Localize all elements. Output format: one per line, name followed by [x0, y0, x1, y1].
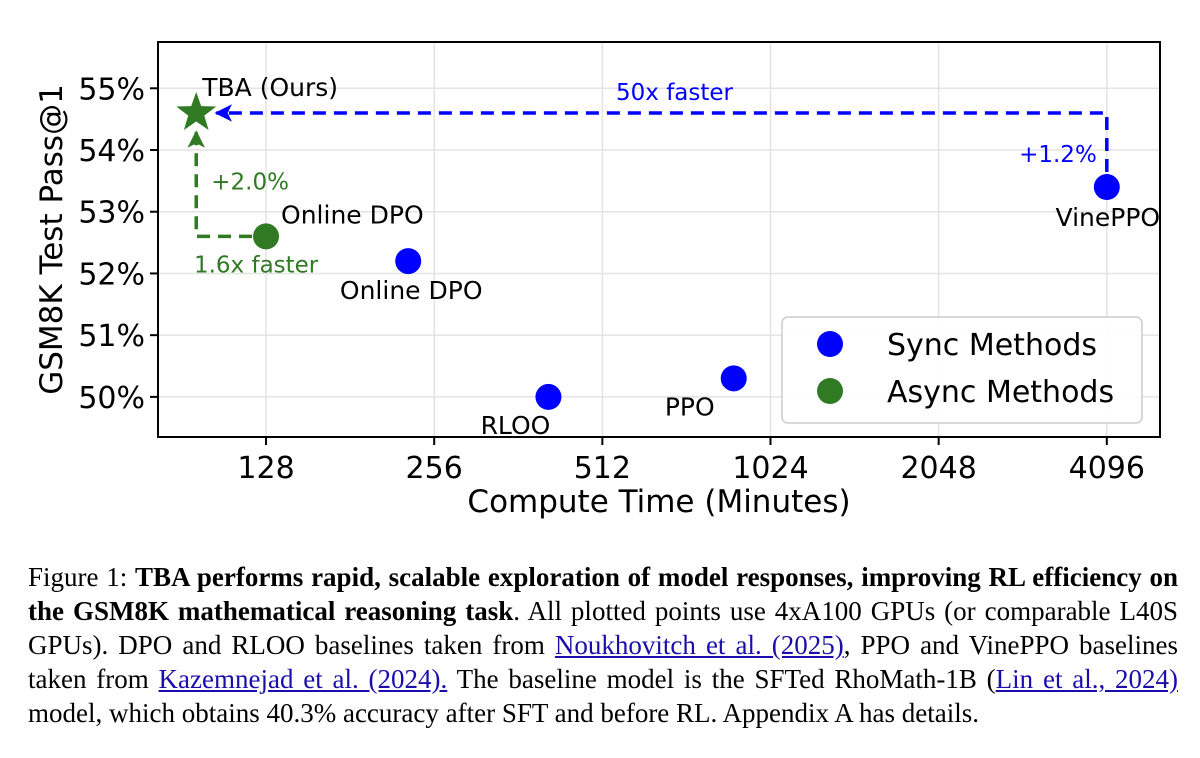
- caption-label: Figure 1:: [28, 562, 136, 592]
- x-tick-label: 4096: [1069, 451, 1145, 486]
- legend: Sync Methods Async Methods: [781, 316, 1143, 424]
- point-labels: TBA (Ours) Online DPO Online DPO RLOO PPO Vin…: [201, 73, 1160, 440]
- plot-frame: [157, 41, 1161, 438]
- y-axis-label: GSM8K Test Pass@1: [34, 84, 70, 395]
- point-label: Online DPO: [340, 276, 483, 305]
- vineppo-to-tba-arrow: [214, 104, 1109, 173]
- point-label: Online DPO: [281, 200, 424, 229]
- point-label: RLOO: [481, 411, 551, 440]
- x-tick-label: 128: [237, 451, 294, 486]
- figure: 128 256 512 1024 2048 4096 50% 51% 52% 53% 54% 55% …: [34, 41, 1161, 520]
- data-points: [176, 92, 1120, 410]
- data-point: [1093, 174, 1120, 201]
- arrows: [187, 104, 1109, 239]
- legend-box: [781, 316, 1143, 424]
- caption-text-4: model, which obtains 40.3% accuracy afte…: [28, 698, 980, 728]
- y-tick-label: 54%: [78, 134, 145, 169]
- x-tick-label: 256: [406, 451, 463, 486]
- y-tick-label: 52%: [78, 257, 145, 292]
- legend-label-sync: Sync Methods: [887, 328, 1097, 363]
- annotations: 50x faster +1.2% +2.0% 1.6x faster: [194, 80, 1097, 278]
- caption-bold-summary: TBA performs rapid, scalable exploration…: [28, 562, 1178, 626]
- y-tick-label: 55%: [78, 72, 145, 107]
- axis-ticks: 128 256 512 1024 2048 4096 50% 51% 52% 53% 54% 55%: [78, 72, 1145, 486]
- y-tick-label: 51%: [78, 319, 145, 354]
- figure-caption: Figure 1: TBA performs rapid, scalable e…: [28, 560, 1178, 730]
- data-point: [253, 223, 280, 250]
- annotation-label: +1.2%: [1019, 142, 1097, 168]
- annotation-label: +2.0%: [211, 170, 289, 196]
- caption-text-1: . All plotted points use 4xA100 GPUs (or…: [28, 596, 1178, 660]
- caption-text-3: The baseline model is the SFTed RhoMath-…: [447, 664, 996, 694]
- data-point: [720, 365, 747, 392]
- legend-label-async: Async Methods: [887, 375, 1114, 410]
- x-tick-label: 1024: [732, 451, 808, 486]
- x-tick-label: 2048: [900, 451, 976, 486]
- point-label: TBA (Ours): [201, 73, 338, 102]
- annotation-label: 50x faster: [616, 80, 734, 106]
- caption-text-2: , PPO and VinePPO baselines taken from: [28, 630, 1178, 694]
- data-point: [535, 383, 562, 410]
- x-axis-label: Compute Time (Minutes): [467, 484, 850, 520]
- data-point: [395, 248, 422, 275]
- x-tick-label: 512: [574, 451, 631, 486]
- legend-marker-sync: [817, 331, 843, 357]
- legend-marker-async: [817, 378, 843, 404]
- point-label: VinePPO: [1056, 203, 1161, 232]
- y-tick-label: 53%: [78, 196, 145, 231]
- annotation-label: 1.6x faster: [194, 252, 319, 278]
- data-point-star: [176, 92, 217, 130]
- point-label: PPO: [665, 392, 715, 421]
- citation-link-kazemnejad[interactable]: Kazemnejad et al. (2024).: [158, 664, 448, 694]
- citation-link-noukhovitch[interactable]: Noukhovitch et al. (2025): [554, 630, 844, 660]
- y-tick-label: 50%: [78, 381, 145, 416]
- scatter-chart: 128 256 512 1024 2048 409650%51%52%53%54%55% …: [34, 41, 1161, 520]
- citation-link-lin[interactable]: Lin et al., 2024): [995, 664, 1178, 694]
- grid: [158, 42, 1160, 437]
